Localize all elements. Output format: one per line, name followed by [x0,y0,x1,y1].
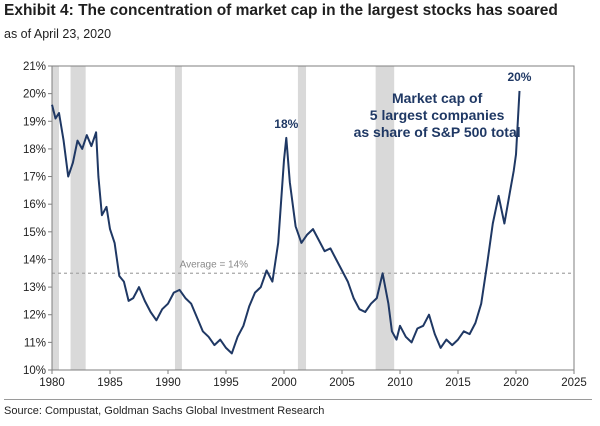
y-tick-label: 18% [23,144,46,156]
source-divider [4,399,592,400]
x-tick-label: 1985 [97,377,123,389]
recession-band [297,66,307,370]
annotation-line: 5 largest companies [370,107,505,123]
recession-bands [52,66,395,370]
x-tick-label: 2015 [445,377,471,389]
x-tick-label: 2010 [387,377,413,389]
x-tick-label: 1990 [155,377,181,389]
peak-label: 18% [274,117,298,131]
y-tick-label: 13% [23,282,46,294]
annotation-line: Market cap of [392,90,483,106]
plot-area [51,65,575,371]
x-tick-label: 2025 [561,377,587,389]
recession-band [174,66,182,370]
peak-labels: 18% 20% [274,70,532,131]
y-axis: 10% 11% 12% 13% 14% 15% 16% 17% 18% 19% 20% 21% [23,61,52,377]
recession-band [52,66,59,370]
y-tick-label: 12% [23,310,46,322]
y-tick-label: 17% [23,172,46,184]
x-tick-label: 2005 [329,377,355,389]
y-tick-label: 14% [23,254,46,266]
y-tick-label: 15% [23,227,46,239]
series-line [51,90,521,355]
annotation-line: as share of S&P 500 total [354,124,521,140]
x-tick-label: 1980 [39,377,65,389]
y-tick-label: 16% [23,199,46,211]
average-label: Average = 14% [180,259,249,270]
y-tick-label: 19% [23,116,46,128]
chart-subtitle: as of April 23, 2020 [4,27,112,41]
x-tick-label: 1995 [213,377,239,389]
x-tick-label: 2000 [271,377,297,389]
source-note: Source: Compustat, Goldman Sachs Global … [4,405,325,417]
recession-band [70,66,86,370]
chart-annotation: Market cap of 5 largest companies as share… [354,90,521,140]
y-tick-label: 21% [23,61,46,73]
peak-label: 20% [507,70,531,84]
x-tick-label: 2020 [503,377,529,389]
y-tick-label: 10% [23,365,46,377]
y-tick-label: 20% [23,89,46,101]
y-tick-label: 11% [24,337,46,349]
x-axis: 1980 1985 1990 1995 2000 2005 2010 2015 2020 2025 [39,370,587,389]
recession-band [375,66,395,370]
chart-title: Exhibit 4: The concentration of market c… [4,2,558,19]
